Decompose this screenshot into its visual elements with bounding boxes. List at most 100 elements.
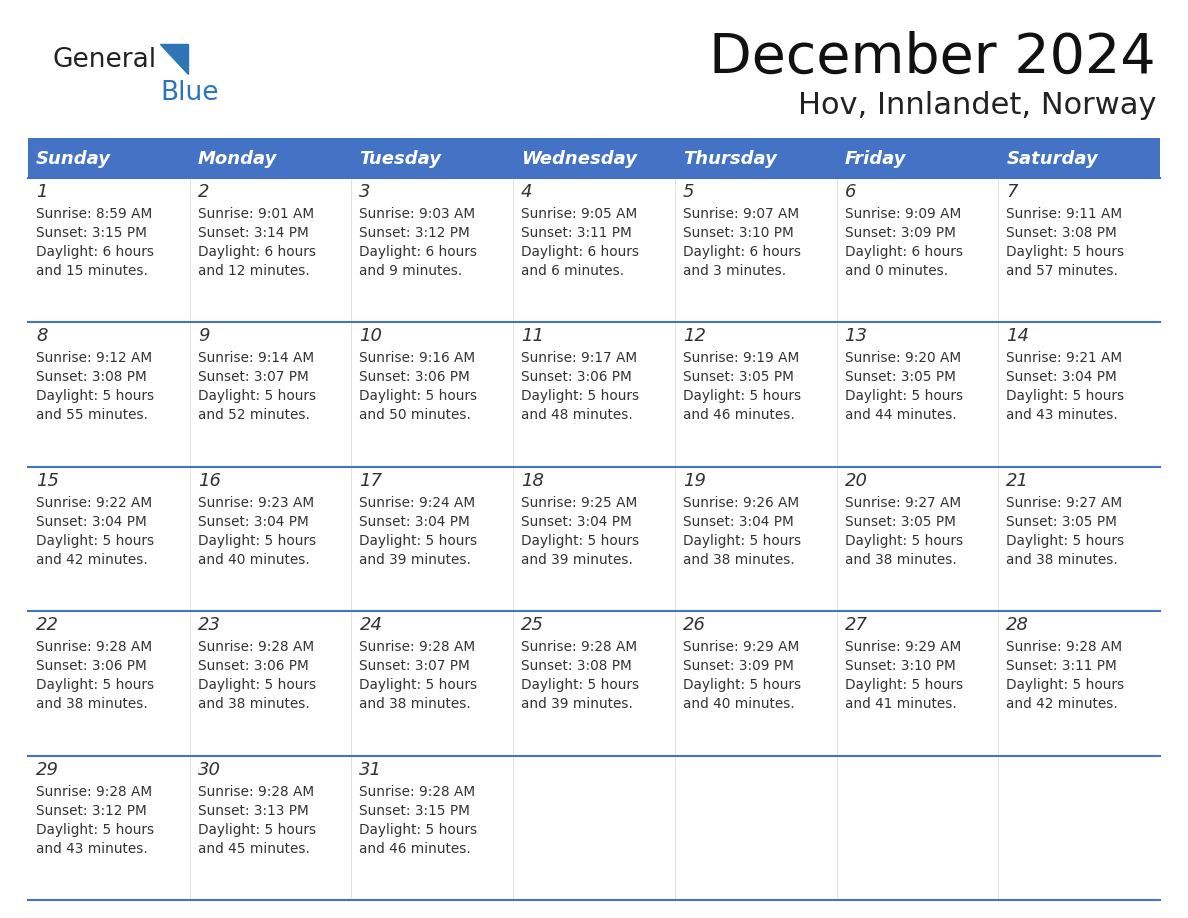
Text: Sunrise: 9:28 AM: Sunrise: 9:28 AM (360, 640, 475, 655)
Text: Sunrise: 9:28 AM: Sunrise: 9:28 AM (36, 640, 152, 655)
Text: Daylight: 5 hours: Daylight: 5 hours (36, 678, 154, 692)
Bar (998, 611, 1159, 756)
Bar (352, 178, 513, 322)
Text: Daylight: 5 hours: Daylight: 5 hours (683, 678, 801, 692)
Text: Sunset: 3:14 PM: Sunset: 3:14 PM (197, 226, 309, 240)
Text: 15: 15 (36, 472, 59, 490)
Text: Sunday: Sunday (36, 150, 110, 168)
Text: and 0 minutes.: and 0 minutes. (845, 264, 948, 278)
Text: 9: 9 (197, 328, 209, 345)
Text: 23: 23 (197, 616, 221, 634)
Bar (675, 756, 836, 900)
Text: and 40 minutes.: and 40 minutes. (197, 553, 309, 566)
Text: 3: 3 (360, 183, 371, 201)
Text: and 52 minutes.: and 52 minutes. (197, 409, 310, 422)
Text: and 45 minutes.: and 45 minutes. (197, 842, 310, 856)
Text: Daylight: 6 hours: Daylight: 6 hours (360, 245, 478, 259)
Text: and 42 minutes.: and 42 minutes. (36, 553, 147, 566)
Bar (513, 178, 675, 322)
Bar (836, 611, 998, 756)
Text: 22: 22 (36, 616, 59, 634)
Text: Sunrise: 9:28 AM: Sunrise: 9:28 AM (36, 785, 152, 799)
Text: 29: 29 (36, 761, 59, 778)
Text: Sunrise: 9:23 AM: Sunrise: 9:23 AM (197, 496, 314, 509)
Text: 17: 17 (360, 472, 383, 490)
Text: Sunrise: 9:28 AM: Sunrise: 9:28 AM (522, 640, 637, 655)
Text: and 48 minutes.: and 48 minutes. (522, 409, 633, 422)
Text: and 43 minutes.: and 43 minutes. (1006, 409, 1118, 422)
Text: Daylight: 5 hours: Daylight: 5 hours (522, 389, 639, 403)
Text: Sunset: 3:12 PM: Sunset: 3:12 PM (360, 226, 470, 240)
Text: Sunrise: 9:28 AM: Sunrise: 9:28 AM (360, 785, 475, 799)
Text: Sunrise: 9:01 AM: Sunrise: 9:01 AM (197, 207, 314, 221)
Text: and 9 minutes.: and 9 minutes. (360, 264, 462, 278)
Text: 5: 5 (683, 183, 694, 201)
Text: Daylight: 5 hours: Daylight: 5 hours (360, 678, 478, 692)
Bar (675, 138, 836, 178)
Bar (513, 466, 675, 611)
Text: and 41 minutes.: and 41 minutes. (845, 697, 956, 711)
Text: Daylight: 5 hours: Daylight: 5 hours (522, 533, 639, 548)
Text: and 50 minutes.: and 50 minutes. (360, 409, 472, 422)
Text: Saturday: Saturday (1006, 150, 1098, 168)
Text: Daylight: 5 hours: Daylight: 5 hours (36, 533, 154, 548)
Text: Daylight: 5 hours: Daylight: 5 hours (360, 533, 478, 548)
Text: Daylight: 5 hours: Daylight: 5 hours (197, 823, 316, 836)
Text: Thursday: Thursday (683, 150, 777, 168)
Text: 25: 25 (522, 616, 544, 634)
Text: Sunset: 3:13 PM: Sunset: 3:13 PM (197, 803, 309, 818)
Bar (836, 178, 998, 322)
Text: Sunrise: 9:20 AM: Sunrise: 9:20 AM (845, 352, 961, 365)
Text: Sunset: 3:11 PM: Sunset: 3:11 PM (522, 226, 632, 240)
Text: 19: 19 (683, 472, 706, 490)
Text: Daylight: 5 hours: Daylight: 5 hours (197, 533, 316, 548)
Text: and 39 minutes.: and 39 minutes. (360, 553, 472, 566)
Text: Daylight: 5 hours: Daylight: 5 hours (683, 533, 801, 548)
Text: 13: 13 (845, 328, 867, 345)
Text: Sunrise: 9:28 AM: Sunrise: 9:28 AM (197, 640, 314, 655)
Text: Daylight: 5 hours: Daylight: 5 hours (1006, 678, 1124, 692)
Bar (352, 611, 513, 756)
Text: Daylight: 5 hours: Daylight: 5 hours (36, 823, 154, 836)
Text: Sunset: 3:04 PM: Sunset: 3:04 PM (197, 515, 309, 529)
Text: Sunrise: 9:09 AM: Sunrise: 9:09 AM (845, 207, 961, 221)
Text: Sunrise: 9:22 AM: Sunrise: 9:22 AM (36, 496, 152, 509)
Text: Sunrise: 9:07 AM: Sunrise: 9:07 AM (683, 207, 800, 221)
Text: and 12 minutes.: and 12 minutes. (197, 264, 309, 278)
Bar (513, 322, 675, 466)
Bar (29, 611, 190, 756)
Text: Sunrise: 9:24 AM: Sunrise: 9:24 AM (360, 496, 475, 509)
Text: Sunset: 3:09 PM: Sunset: 3:09 PM (845, 226, 955, 240)
Bar (513, 756, 675, 900)
Text: Sunrise: 9:19 AM: Sunrise: 9:19 AM (683, 352, 800, 365)
Text: Sunset: 3:06 PM: Sunset: 3:06 PM (360, 370, 470, 385)
Text: Sunset: 3:08 PM: Sunset: 3:08 PM (1006, 226, 1117, 240)
Text: December 2024: December 2024 (709, 31, 1156, 85)
Text: 26: 26 (683, 616, 706, 634)
Text: Sunset: 3:05 PM: Sunset: 3:05 PM (683, 370, 794, 385)
Text: Sunset: 3:07 PM: Sunset: 3:07 PM (197, 370, 309, 385)
Text: Daylight: 5 hours: Daylight: 5 hours (1006, 389, 1124, 403)
Text: Sunset: 3:04 PM: Sunset: 3:04 PM (683, 515, 794, 529)
Text: 18: 18 (522, 472, 544, 490)
Text: 7: 7 (1006, 183, 1018, 201)
Text: 27: 27 (845, 616, 867, 634)
Text: Daylight: 5 hours: Daylight: 5 hours (845, 678, 962, 692)
Text: Blue: Blue (160, 80, 219, 106)
Bar (190, 138, 352, 178)
Text: Sunset: 3:08 PM: Sunset: 3:08 PM (36, 370, 147, 385)
Bar (998, 756, 1159, 900)
Text: Sunrise: 9:12 AM: Sunrise: 9:12 AM (36, 352, 152, 365)
Text: Sunrise: 9:05 AM: Sunrise: 9:05 AM (522, 207, 638, 221)
Text: Sunset: 3:08 PM: Sunset: 3:08 PM (522, 659, 632, 673)
Text: Sunset: 3:06 PM: Sunset: 3:06 PM (36, 659, 147, 673)
Text: Sunrise: 9:03 AM: Sunrise: 9:03 AM (360, 207, 475, 221)
Text: and 38 minutes.: and 38 minutes. (683, 553, 795, 566)
Bar (352, 322, 513, 466)
Bar (513, 611, 675, 756)
Text: Sunset: 3:04 PM: Sunset: 3:04 PM (360, 515, 470, 529)
Text: Wednesday: Wednesday (522, 150, 637, 168)
Text: Sunset: 3:10 PM: Sunset: 3:10 PM (845, 659, 955, 673)
Text: Sunrise: 9:14 AM: Sunrise: 9:14 AM (197, 352, 314, 365)
Bar (998, 178, 1159, 322)
